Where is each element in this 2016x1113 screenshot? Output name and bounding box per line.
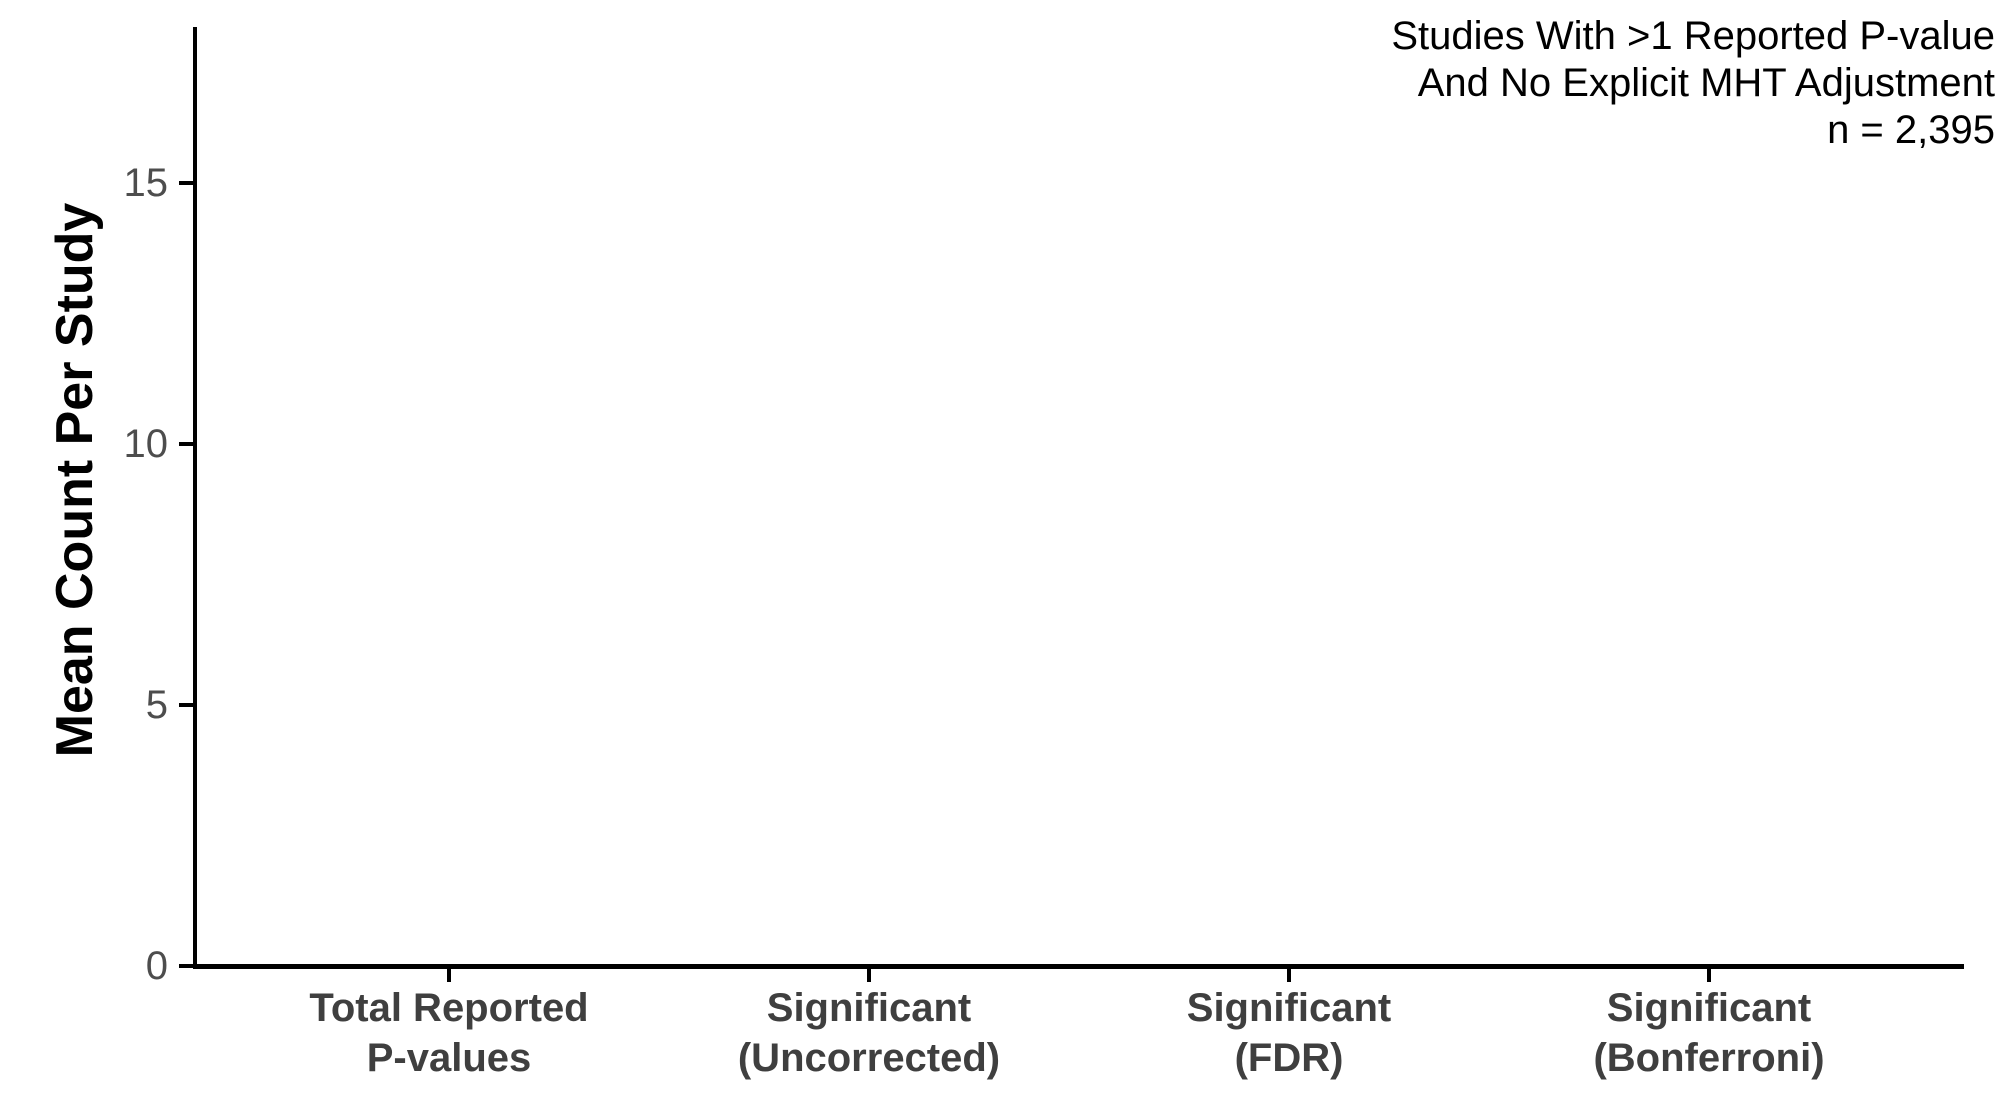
annotation-note: Studies With >1 Reported P-value And No … (1391, 13, 1995, 154)
x-axis-line (193, 964, 1964, 969)
annotation-line-1: Studies With >1 Reported P-value (1391, 14, 1995, 58)
x-category-label-total-reported: Total Reported P-values (239, 983, 659, 1083)
annotation-line-2: And No Explicit MHT Adjustment (1417, 61, 1995, 105)
x-category-label-line: P-values (366, 1036, 532, 1080)
x-category-label-bonferroni: Significant (Bonferroni) (1499, 983, 1919, 1083)
y-axis-line (193, 27, 197, 969)
x-category-label-line: (Uncorrected) (737, 1036, 1001, 1080)
x-tick-mark-fdr (1287, 969, 1291, 982)
x-tick-mark-total-reported (447, 969, 451, 982)
x-category-label-fdr: Significant (FDR) (1079, 983, 1499, 1083)
x-category-label-line: Total Reported (309, 986, 589, 1030)
x-category-label-line: (Bonferroni) (1593, 1036, 1825, 1080)
y-tick-mark-15 (179, 181, 194, 185)
y-tick-label-5: 5 (145, 683, 168, 727)
y-tick-label-10: 10 (123, 422, 169, 466)
y-tick-label-15: 15 (123, 161, 169, 205)
x-category-label-line: Significant (1606, 986, 1812, 1030)
y-tick-mark-0 (179, 964, 194, 968)
plot-area (197, 27, 1963, 964)
x-category-label-line: Significant (1186, 986, 1392, 1030)
x-category-label-uncorrected: Significant (Uncorrected) (659, 983, 1079, 1083)
annotation-line-3: n = 2,395 (1827, 108, 1995, 152)
x-tick-mark-uncorrected (867, 969, 871, 982)
y-axis-title: Mean Count Per Study (46, 202, 104, 758)
x-category-label-line: (FDR) (1234, 1036, 1344, 1080)
x-tick-mark-bonferroni (1707, 969, 1711, 982)
y-tick-label-0: 0 (145, 944, 168, 988)
y-tick-mark-10 (179, 442, 194, 446)
x-category-label-line: Significant (766, 986, 972, 1030)
y-tick-mark-5 (179, 703, 194, 707)
